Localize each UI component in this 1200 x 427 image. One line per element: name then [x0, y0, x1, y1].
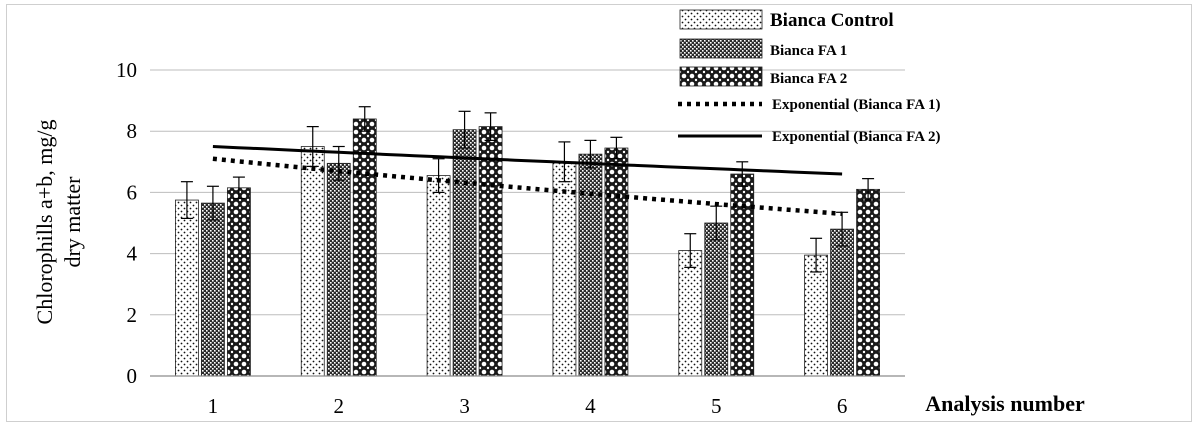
legend-label: Bianca FA 1 — [770, 43, 847, 59]
y-tick-label: 0 — [127, 364, 138, 388]
bar — [175, 199, 199, 377]
gridlines — [150, 69, 905, 316]
bar — [856, 188, 880, 377]
error-bar — [810, 237, 823, 273]
legend-label: Exponential (Bianca FA 2) — [772, 129, 941, 145]
error-bar — [432, 158, 445, 193]
bar — [326, 162, 351, 377]
bar — [578, 153, 603, 377]
legend-swatch — [679, 66, 763, 87]
bar — [478, 126, 503, 377]
x-tick-label: 3 — [459, 394, 470, 418]
bar — [300, 146, 325, 377]
y-tick-label: 4 — [127, 242, 138, 266]
legend-label: Exponential (Bianca FA 1) — [772, 97, 941, 113]
x-tick-label: 2 — [334, 394, 345, 418]
bar — [426, 175, 451, 377]
y-tick-labels: 0 2 4 6 8 10 — [116, 58, 138, 388]
x-tick-label: 1 — [208, 394, 219, 418]
x-tick-label: 5 — [711, 394, 722, 418]
legend-swatch — [679, 38, 763, 59]
bar — [704, 222, 729, 377]
error-bar — [684, 233, 697, 268]
x-tick-label: 6 — [837, 394, 848, 418]
legend-item: Bianca FA 2 — [679, 66, 847, 87]
legend-item: Exponential (Bianca FA 1) — [678, 97, 941, 113]
y-axis-label-line2: dry matter — [60, 176, 85, 268]
legend-swatch — [679, 9, 763, 30]
bar — [830, 228, 854, 377]
bar — [352, 118, 377, 377]
legend: Bianca Control Bianca FA 1 Bianca FA 2 Expo… — [678, 9, 941, 145]
y-tick-label: 2 — [127, 303, 138, 327]
x-tick-labels: 1 2 3 4 5 6 — [208, 394, 848, 418]
bar-series — [175, 118, 880, 377]
legend-item: Bianca Control — [679, 9, 894, 31]
bar — [452, 129, 477, 377]
legend-item: Bianca FA 1 — [679, 38, 847, 59]
trendlines — [212, 145, 843, 217]
error-bar — [484, 112, 497, 141]
legend-label: Bianca FA 2 — [770, 71, 847, 87]
error-bar — [736, 161, 749, 187]
bar — [201, 202, 225, 377]
error-bar — [458, 110, 471, 149]
bar — [804, 254, 828, 377]
trendline — [212, 156, 843, 217]
y-tick-label: 8 — [127, 119, 138, 143]
trendline — [212, 145, 843, 176]
bar — [678, 250, 703, 377]
bar — [604, 147, 629, 377]
x-tick-label: 4 — [585, 394, 596, 418]
error-bar — [610, 136, 623, 160]
bar — [227, 187, 251, 377]
error-bar — [206, 185, 219, 221]
error-bar — [358, 106, 371, 132]
x-axis-label: Analysis number — [925, 391, 1085, 416]
legend-label: Bianca Control — [770, 10, 894, 31]
y-tick-label: 10 — [116, 58, 137, 82]
legend-item: Exponential (Bianca FA 2) — [678, 129, 941, 145]
y-axis-label-line1: Chlorophills a+b, mg/g — [32, 120, 57, 325]
error-bar — [862, 178, 875, 201]
error-bar — [180, 181, 193, 220]
error-bar — [232, 176, 245, 200]
y-tick-label: 6 — [127, 180, 138, 204]
